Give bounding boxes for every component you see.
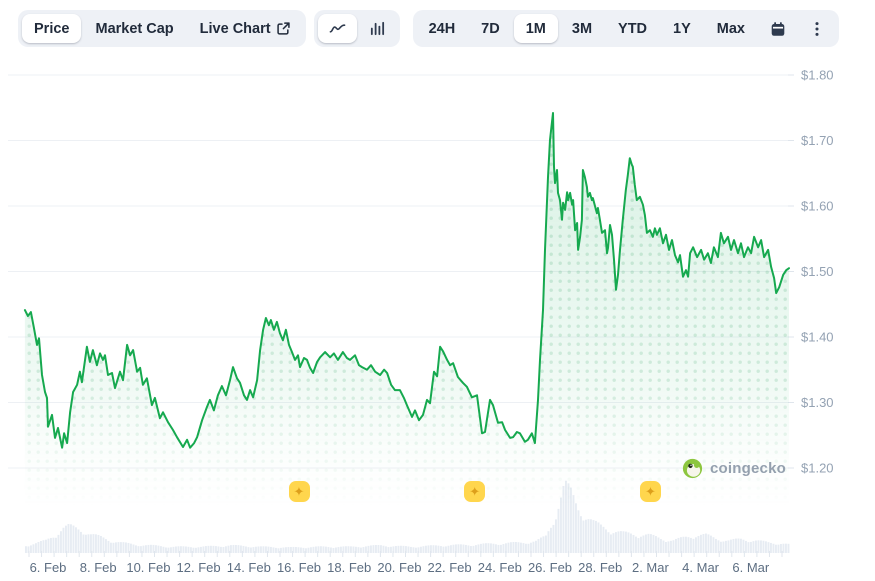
range-button-24h[interactable]: 24H <box>417 14 468 43</box>
bar-chart-icon <box>370 21 384 36</box>
y-axis-labels: $1.80 $1.70 $1.60 $1.50 $1.40 $1.30 $1.20 <box>801 68 834 476</box>
svg-text:$1.80: $1.80 <box>801 68 834 83</box>
svg-text:28. Feb: 28. Feb <box>578 560 622 575</box>
svg-text:$1.70: $1.70 <box>801 133 834 148</box>
more-options-button[interactable] <box>799 14 835 43</box>
svg-text:$1.20: $1.20 <box>801 461 834 476</box>
svg-text:4. Mar: 4. Mar <box>682 560 720 575</box>
chart-type-toggle <box>313 10 400 47</box>
sparkle-star-icon: ✦ <box>469 484 481 499</box>
range-label: Max <box>716 20 745 37</box>
svg-text:12. Feb: 12. Feb <box>177 560 221 575</box>
svg-text:18. Feb: 18. Feb <box>327 560 371 575</box>
range-label: 7D <box>481 20 500 37</box>
svg-text:20. Feb: 20. Feb <box>377 560 421 575</box>
x-axis-minor-ticks <box>28 551 783 557</box>
range-button-1m[interactable]: 1M <box>513 14 558 43</box>
svg-text:26. Feb: 26. Feb <box>528 560 572 575</box>
tab-label: Price <box>34 20 70 37</box>
line-chart-toggle-button[interactable] <box>317 14 357 43</box>
coingecko-watermark: coingecko <box>682 455 786 481</box>
sparkle-star-icon: ✦ <box>644 484 656 499</box>
line-chart-icon <box>329 24 345 33</box>
svg-text:16. Feb: 16. Feb <box>277 560 321 575</box>
tab-label: Market Cap <box>95 20 174 37</box>
svg-text:8. Feb: 8. Feb <box>80 560 117 575</box>
range-label: YTD <box>618 20 648 37</box>
tab-market-cap[interactable]: Market Cap <box>83 14 185 43</box>
svg-text:6. Mar: 6. Mar <box>732 560 770 575</box>
area-fill <box>24 113 789 505</box>
svg-text:$1.30: $1.30 <box>801 395 834 410</box>
svg-text:10. Feb: 10. Feb <box>126 560 170 575</box>
svg-text:6. Feb: 6. Feb <box>30 560 67 575</box>
tab-live-chart[interactable]: Live Chart <box>188 14 302 43</box>
bar-chart-toggle-button[interactable] <box>359 14 396 43</box>
event-marker[interactable]: ✦ <box>639 481 661 502</box>
svg-text:$1.50: $1.50 <box>801 264 834 279</box>
range-label: 1M <box>525 20 546 37</box>
svg-text:$1.60: $1.60 <box>801 199 834 214</box>
range-button-7d[interactable]: 7D <box>469 14 512 43</box>
watermark-label: coingecko <box>710 459 786 477</box>
volume-bars <box>25 480 790 553</box>
range-button-3m[interactable]: 3M <box>560 14 604 43</box>
range-label: 3M <box>571 20 593 37</box>
range-button-max[interactable]: Max <box>705 14 757 43</box>
svg-text:22. Feb: 22. Feb <box>428 560 472 575</box>
event-marker[interactable]: ✦ <box>464 481 486 502</box>
toolbar-left: Price Market Cap Live Chart <box>18 10 400 47</box>
range-label: 1Y <box>673 20 691 37</box>
svg-text:2. Mar: 2. Mar <box>632 560 670 575</box>
svg-text:14. Feb: 14. Feb <box>227 560 271 575</box>
more-options-icon <box>815 21 819 36</box>
metric-tab-group: Price Market Cap Live Chart <box>18 10 306 47</box>
coingecko-gecko-icon <box>682 458 703 478</box>
svg-text:$1.40: $1.40 <box>801 330 834 345</box>
chart-toolbar: Price Market Cap Live Chart 24H 7D 1M 3M YTD 1Y… <box>18 10 839 47</box>
calendar-button[interactable] <box>759 14 797 43</box>
sparkle-star-icon: ✦ <box>293 484 305 499</box>
time-range-group: 24H 7D 1M 3M YTD 1Y Max <box>412 10 839 47</box>
range-button-1y[interactable]: 1Y <box>661 14 703 43</box>
calendar-icon <box>771 21 785 36</box>
range-button-ytd[interactable]: YTD <box>606 14 659 43</box>
range-label: 24H <box>428 20 456 37</box>
x-axis-labels: 6. Feb 8. Feb 10. Feb 12. Feb 14. Feb 16. Feb… <box>30 560 770 575</box>
event-marker[interactable]: ✦ <box>288 481 310 502</box>
external-link-icon <box>276 22 290 35</box>
tab-label: Live Chart <box>199 20 271 37</box>
svg-text:24. Feb: 24. Feb <box>478 560 522 575</box>
tab-price[interactable]: Price <box>22 14 82 43</box>
price-line <box>23 112 790 449</box>
